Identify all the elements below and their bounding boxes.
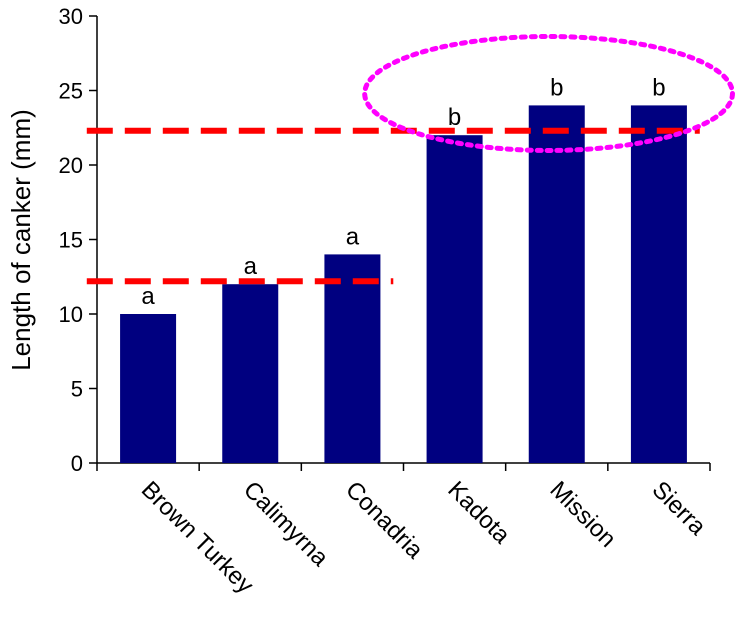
y-tick-label: 10 (59, 302, 83, 327)
bar (324, 254, 381, 463)
x-tick-label: Sierra (647, 476, 712, 541)
x-tick-label: Calimyrna (238, 476, 334, 572)
bar (120, 314, 177, 463)
axes (89, 15, 711, 471)
x-tick-label: Kadota (442, 476, 515, 549)
reference-lines (86, 33, 735, 285)
y-tick-label: 25 (59, 79, 83, 104)
significance-letters: a a a b b b (141, 74, 665, 310)
y-axis-label: Length of canker (mm) (6, 109, 36, 371)
y-tick-label: 0 (71, 451, 83, 476)
bar (426, 135, 483, 463)
bars (120, 105, 687, 464)
y-tick-label: 20 (59, 153, 83, 178)
significance-letter: a (346, 223, 360, 250)
significance-letter: a (244, 253, 258, 280)
bar (528, 105, 585, 464)
significance-letter: b (448, 104, 461, 131)
highlight-ellipse (362, 33, 735, 153)
x-tick-label: Mission (545, 476, 622, 553)
y-tick-label: 5 (71, 377, 83, 402)
y-tick-label: 30 (59, 4, 83, 29)
y-tick-labels: 0 5 10 15 20 25 30 (59, 4, 83, 476)
y-tick-label: 15 (59, 228, 83, 253)
bar (630, 105, 687, 464)
significance-letter: b (550, 74, 563, 101)
significance-letter: b (652, 74, 665, 101)
x-tick-label: Conadria (340, 476, 428, 564)
bar (222, 284, 279, 463)
significance-letter: a (141, 283, 155, 310)
